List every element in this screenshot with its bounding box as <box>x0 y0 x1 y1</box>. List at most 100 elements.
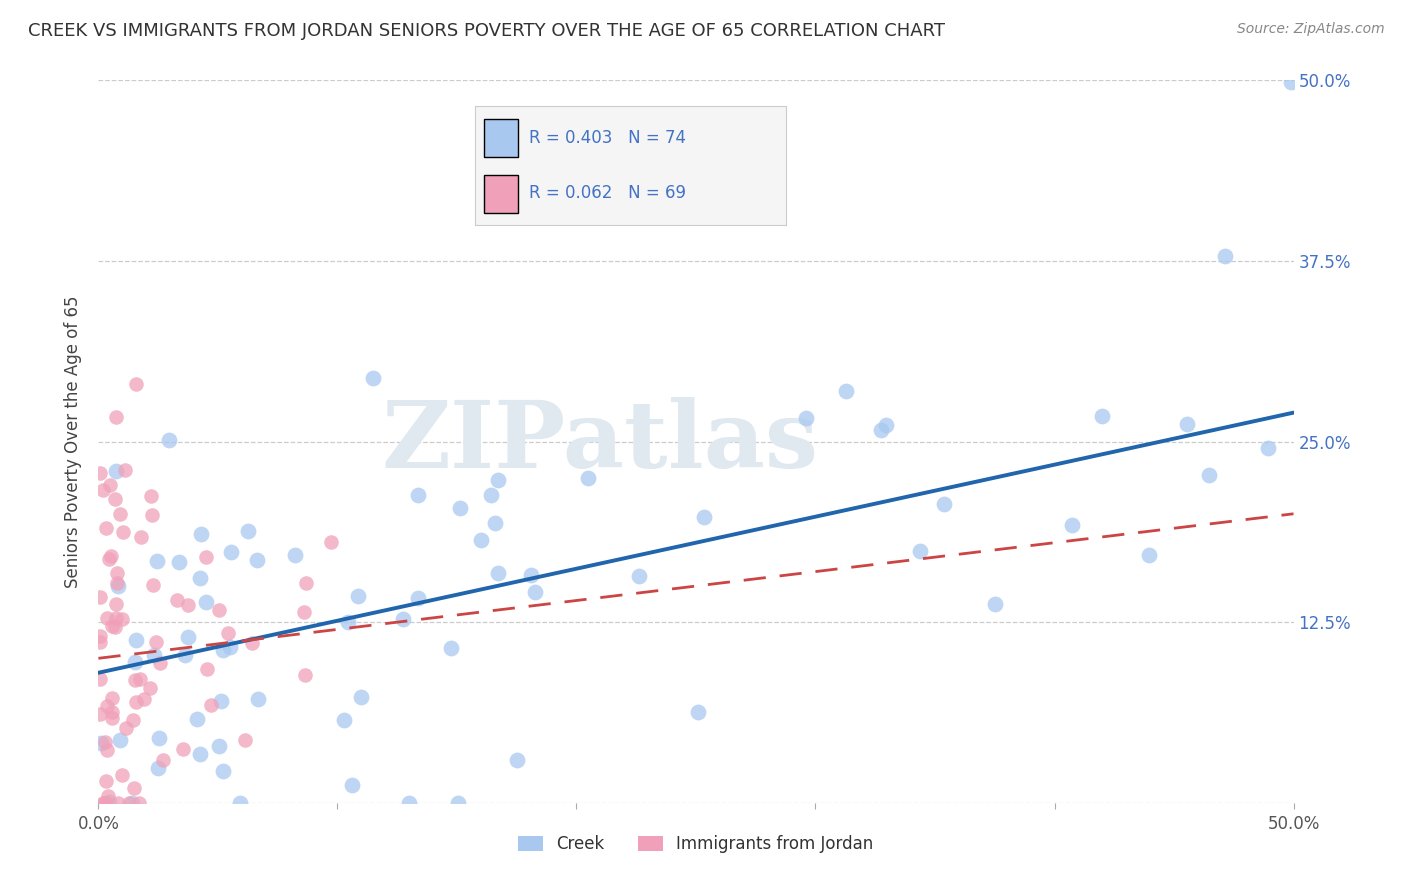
Point <box>834 384 856 399</box>
Point <box>96 611 118 625</box>
Point <box>984 597 1007 611</box>
Point <box>111 612 134 626</box>
Y-axis label: Seniors Poverty Over the Age of 65: Seniors Poverty Over the Age of 65 <box>65 295 83 588</box>
Point <box>94 774 117 789</box>
Point <box>93 735 115 749</box>
Point <box>128 673 150 687</box>
Point <box>107 579 129 593</box>
Point <box>1062 517 1084 532</box>
Point <box>190 527 212 541</box>
Point <box>211 642 233 657</box>
Point <box>176 630 198 644</box>
Point <box>794 411 817 425</box>
Point <box>219 640 242 654</box>
Point <box>346 589 368 603</box>
Point <box>391 612 413 626</box>
Point <box>240 636 263 650</box>
Point <box>688 706 710 720</box>
Point <box>195 595 218 609</box>
Point <box>104 597 127 611</box>
Point <box>188 747 211 762</box>
Point <box>1279 75 1302 89</box>
Point <box>125 633 148 648</box>
Point <box>138 681 160 695</box>
Point <box>350 690 373 704</box>
Point <box>447 796 470 810</box>
Point <box>295 575 318 590</box>
Point <box>219 544 242 558</box>
Point <box>105 409 128 424</box>
Point <box>146 554 169 568</box>
Point <box>520 568 543 582</box>
Point <box>91 796 114 810</box>
Point <box>132 692 155 706</box>
Point <box>97 789 120 803</box>
Point <box>96 743 118 757</box>
Point <box>96 699 118 714</box>
Point <box>875 418 897 433</box>
Point <box>167 555 190 569</box>
Point <box>122 714 145 728</box>
Point <box>361 371 384 385</box>
Point <box>212 764 235 778</box>
Text: CREEK VS IMMIGRANTS FROM JORDAN SENIORS POVERTY OVER THE AGE OF 65 CORRELATION C: CREEK VS IMMIGRANTS FROM JORDAN SENIORS … <box>28 22 945 40</box>
Point <box>98 552 121 566</box>
Point <box>481 189 505 203</box>
Point <box>142 648 165 662</box>
Point <box>628 569 651 583</box>
Point <box>104 492 127 507</box>
Point <box>100 549 122 563</box>
Text: Source: ZipAtlas.com: Source: ZipAtlas.com <box>1237 22 1385 37</box>
Point <box>105 575 128 590</box>
Point <box>1175 417 1198 432</box>
Point <box>449 500 471 515</box>
Point <box>870 423 893 437</box>
Point <box>89 466 111 480</box>
Point <box>129 529 152 543</box>
Point <box>94 521 117 535</box>
Point <box>105 464 128 478</box>
Point <box>1257 441 1279 455</box>
Point <box>217 626 239 640</box>
Point <box>406 591 429 605</box>
Point <box>186 712 208 726</box>
Point <box>89 591 111 605</box>
Point <box>200 698 222 712</box>
Point <box>114 463 136 477</box>
Point <box>236 524 259 538</box>
Point <box>578 160 600 174</box>
Point <box>139 489 162 503</box>
Point <box>104 611 127 625</box>
Point <box>148 731 170 746</box>
Point <box>208 602 231 616</box>
Point <box>149 657 172 671</box>
Point <box>194 550 217 565</box>
Point <box>229 796 252 810</box>
Point <box>104 620 127 634</box>
Point <box>111 524 134 539</box>
Point <box>101 690 124 705</box>
Point <box>336 615 359 629</box>
Point <box>233 732 256 747</box>
Point <box>101 711 124 725</box>
Point <box>576 471 599 485</box>
Point <box>333 713 356 727</box>
Point <box>292 605 315 619</box>
Point <box>121 796 143 810</box>
Point <box>932 497 955 511</box>
Point <box>141 508 163 522</box>
Point <box>107 796 129 810</box>
Point <box>1137 548 1160 562</box>
Point <box>125 695 148 709</box>
Point <box>1091 409 1114 423</box>
Point <box>908 544 931 558</box>
Point <box>479 488 502 502</box>
Point <box>89 629 111 643</box>
Point <box>470 533 492 547</box>
Point <box>524 585 547 599</box>
Point <box>89 635 111 649</box>
Point <box>108 507 131 521</box>
Point <box>105 566 128 580</box>
Point <box>195 662 218 676</box>
Point <box>174 648 197 662</box>
